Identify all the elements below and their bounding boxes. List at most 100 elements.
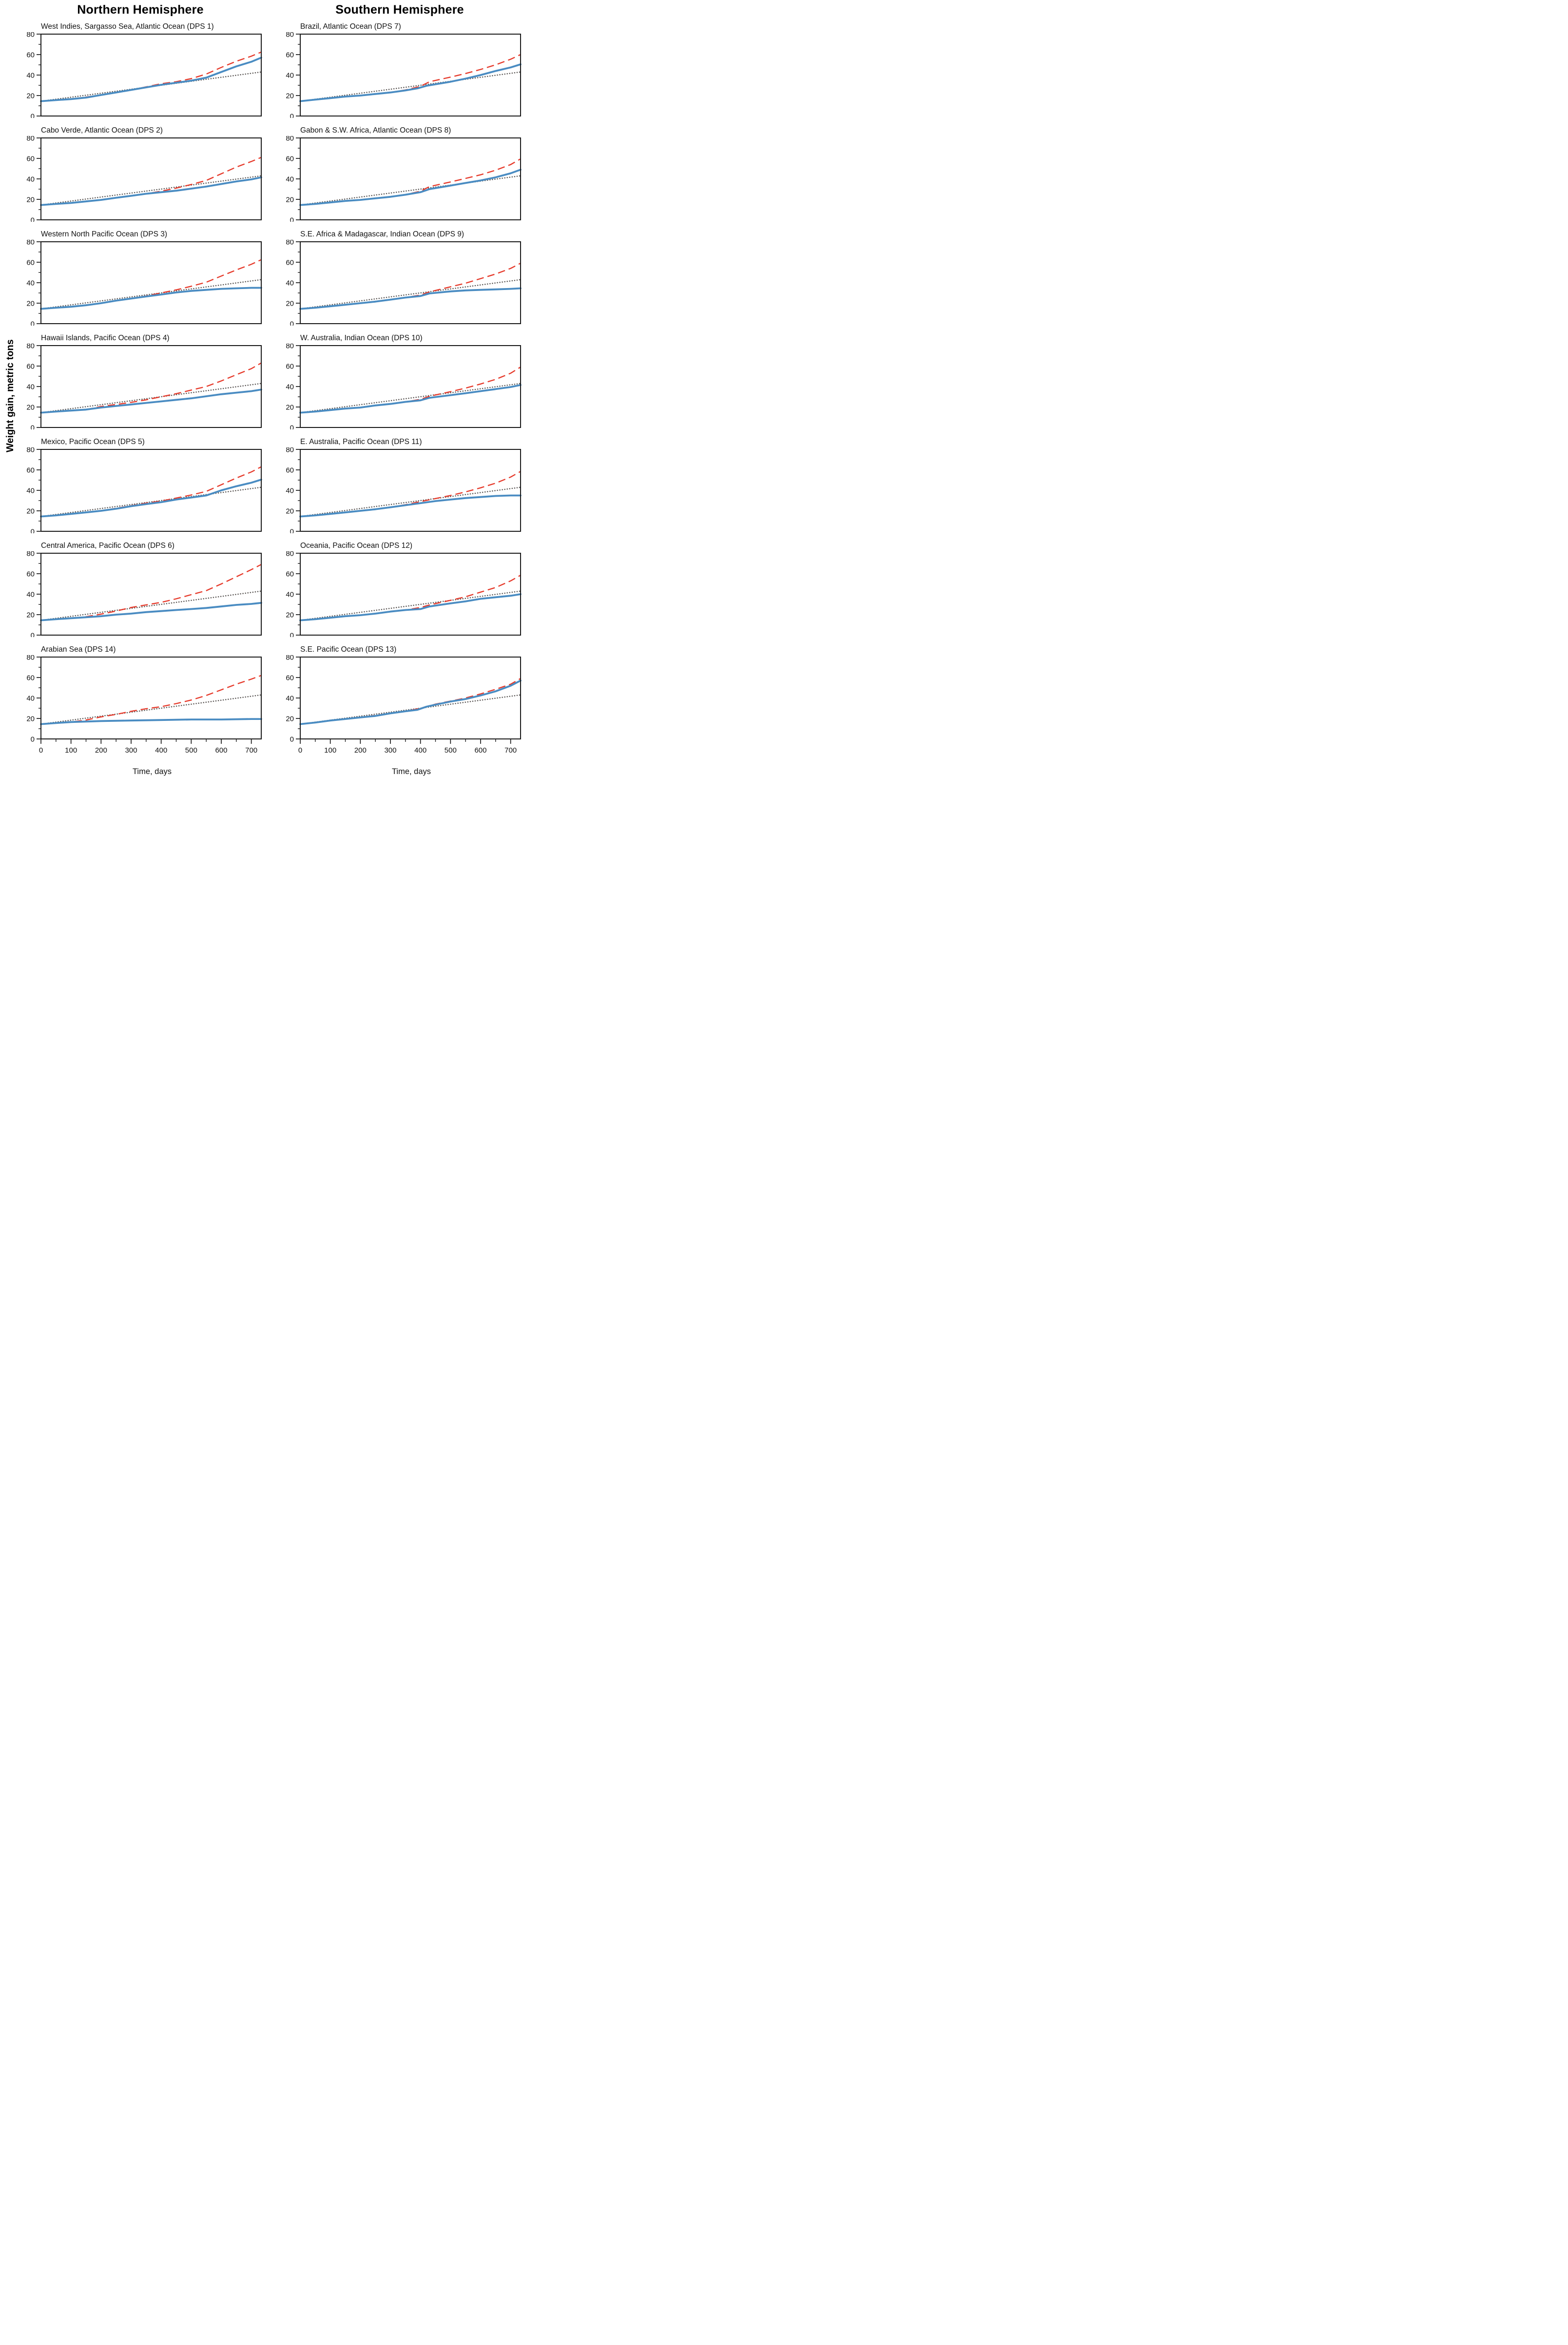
panel-dps-1: West Indies, Sargasso Sea, Atlantic Ocea… <box>18 21 263 118</box>
panel-dps-12: Oceania, Pacific Ocean (DPS 12) 0 20 40 60 80 <box>277 541 523 637</box>
x-tick-label: 600 <box>474 746 486 755</box>
plot-border <box>300 657 521 739</box>
column-header-northern-hemisphere: Northern Hemisphere <box>77 3 204 17</box>
panel-title: Cabo Verde, Atlantic Ocean (DPS 2) <box>41 126 163 135</box>
panel-chart: 0 20 40 60 80 <box>286 551 522 638</box>
gray-dotted-reference-line <box>299 71 522 102</box>
y-tick-label: 40 <box>286 175 294 184</box>
blue-solid-line <box>299 679 522 725</box>
plot-border <box>300 449 521 532</box>
column-northern-hemisphere: West Indies, Sargasso Sea, Atlantic Ocea… <box>18 21 263 768</box>
y-tick-label: 20 <box>286 611 294 620</box>
y-tick-label: 40 <box>26 591 35 599</box>
panel-title: Oceania, Pacific Ocean (DPS 12) <box>300 542 413 550</box>
red-dashed-line <box>300 54 521 102</box>
plot-border <box>40 137 262 220</box>
y-tick-label: 80 <box>26 240 35 247</box>
panel-dps-6: Central America, Pacific Ocean (DPS 6) 0 2… <box>18 541 263 637</box>
panel-title: Mexico, Pacific Ocean (DPS 5) <box>41 438 145 446</box>
panel-title: Western North Pacific Ocean (DPS 3) <box>41 230 167 238</box>
y-tick-label: 20 <box>26 196 35 204</box>
y-tick-label: 20 <box>26 300 35 308</box>
y-tick-label: 40 <box>26 175 35 184</box>
plot-border <box>300 241 521 324</box>
x-tick-label: 600 <box>215 746 227 755</box>
panel-chart: 0 20 40 60 80 <box>26 551 262 638</box>
y-tick-label: 60 <box>26 570 35 579</box>
blue-solid-line <box>40 57 262 102</box>
blue-solid-line <box>299 287 522 310</box>
y-tick-label: 80 <box>286 240 294 247</box>
y-tick-label: 0 <box>290 632 294 638</box>
plot-border <box>300 137 521 220</box>
red-dashed-line <box>300 471 521 517</box>
panel-dps-5: Mexico, Pacific Ocean (DPS 5) 0 20 40 60 80 <box>18 437 263 533</box>
panel-title: West Indies, Sargasso Sea, Atlantic Ocea… <box>41 22 214 31</box>
panel-chart: 0 20 40 60 80 0 100 200 300 400 500 600 700 <box>26 655 262 755</box>
x-tick-label: 100 <box>65 746 77 755</box>
x-tick-label: 400 <box>155 746 167 755</box>
panel-title: S.E. Pacific Ocean (DPS 13) <box>300 645 397 654</box>
y-tick-label: 20 <box>286 92 294 100</box>
plot-border <box>300 34 521 116</box>
y-tick-label: 20 <box>286 507 294 516</box>
y-tick-label: 40 <box>26 279 35 288</box>
plot-border <box>40 345 262 428</box>
y-tick-label: 80 <box>286 655 294 662</box>
y-tick-label: 40 <box>26 487 35 495</box>
y-tick-label: 60 <box>26 51 35 59</box>
y-tick-label: 40 <box>26 72 35 80</box>
gray-dotted-reference-line <box>299 590 522 621</box>
panel-chart: 0 20 40 60 80 <box>286 240 522 326</box>
x-tick-label: 700 <box>245 746 257 755</box>
blue-solid-line <box>40 388 262 414</box>
panel-title: Gabon & S.W. Africa, Atlantic Ocean (DPS… <box>300 126 451 135</box>
y-tick-label: 60 <box>26 466 35 475</box>
y-tick-label: 80 <box>286 32 294 39</box>
panel-dps-3: Western North Pacific Ocean (DPS 3) 0 20 40… <box>18 229 263 326</box>
plot-border <box>300 553 521 636</box>
blue-solid-line <box>40 176 262 206</box>
y-tick-label: 20 <box>26 715 35 723</box>
gray-dotted-reference-line <box>40 279 262 310</box>
panel-chart: 0 20 40 60 80 <box>286 447 522 533</box>
y-tick-label: 20 <box>26 404 35 412</box>
y-tick-label: 20 <box>286 715 294 723</box>
y-tick-label: 0 <box>31 632 35 638</box>
y-tick-label: 80 <box>26 136 35 143</box>
y-tick-label: 20 <box>286 404 294 412</box>
blue-solid-line <box>40 601 262 621</box>
growth-figure: Northern Hemisphere Southern Hemisphere … <box>0 0 523 782</box>
panel-dps-7: Brazil, Atlantic Ocean (DPS 7) 0 20 40 60 80 <box>277 21 523 118</box>
panel-chart: 0 20 40 60 80 <box>286 136 522 222</box>
panel-dps-2: Cabo Verde, Atlantic Ocean (DPS 2) 0 20 40 6… <box>18 125 263 222</box>
y-tick-label: 80 <box>286 136 294 143</box>
y-axis-label: Weight gain, metric tons <box>5 339 16 452</box>
y-tick-label: 60 <box>286 51 294 59</box>
panel-dps-14: Arabian Sea (DPS 14) 0 20 40 60 80 0 100 200 300 4… <box>18 644 263 760</box>
column-header-southern-hemisphere: Southern Hemisphere <box>335 3 464 17</box>
gray-dotted-reference-line <box>40 590 262 621</box>
panel-chart: 0 20 40 60 80 0 100 200 300 400 500 600 700 <box>286 655 522 755</box>
y-tick-label: 40 <box>286 695 294 703</box>
y-tick-label: 40 <box>286 72 294 80</box>
blue-solid-line <box>40 287 262 310</box>
blue-solid-line <box>40 479 262 518</box>
y-tick-label: 0 <box>290 113 294 118</box>
red-dashed-line <box>40 675 262 725</box>
y-tick-label: 0 <box>290 216 294 222</box>
y-tick-label: 0 <box>31 320 35 326</box>
y-tick-label: 40 <box>286 383 294 391</box>
panel-dps-9: S.E. Africa & Madagascar, Indian Ocean (… <box>277 229 523 326</box>
x-tick-label: 200 <box>354 746 367 755</box>
plot-border <box>40 449 262 532</box>
y-tick-label: 60 <box>26 259 35 267</box>
panel-chart: 0 20 40 60 80 <box>286 32 522 118</box>
x-tick-label: 500 <box>185 746 197 755</box>
panel-title: W. Australia, Indian Ocean (DPS 10) <box>300 334 423 342</box>
panel-title: S.E. Africa & Madagascar, Indian Ocean (… <box>300 230 464 238</box>
x-tick-label: 700 <box>504 746 517 755</box>
x-tick-label: 0 <box>298 746 302 755</box>
red-dashed-line <box>300 158 521 206</box>
gray-dotted-reference-line <box>40 486 262 517</box>
